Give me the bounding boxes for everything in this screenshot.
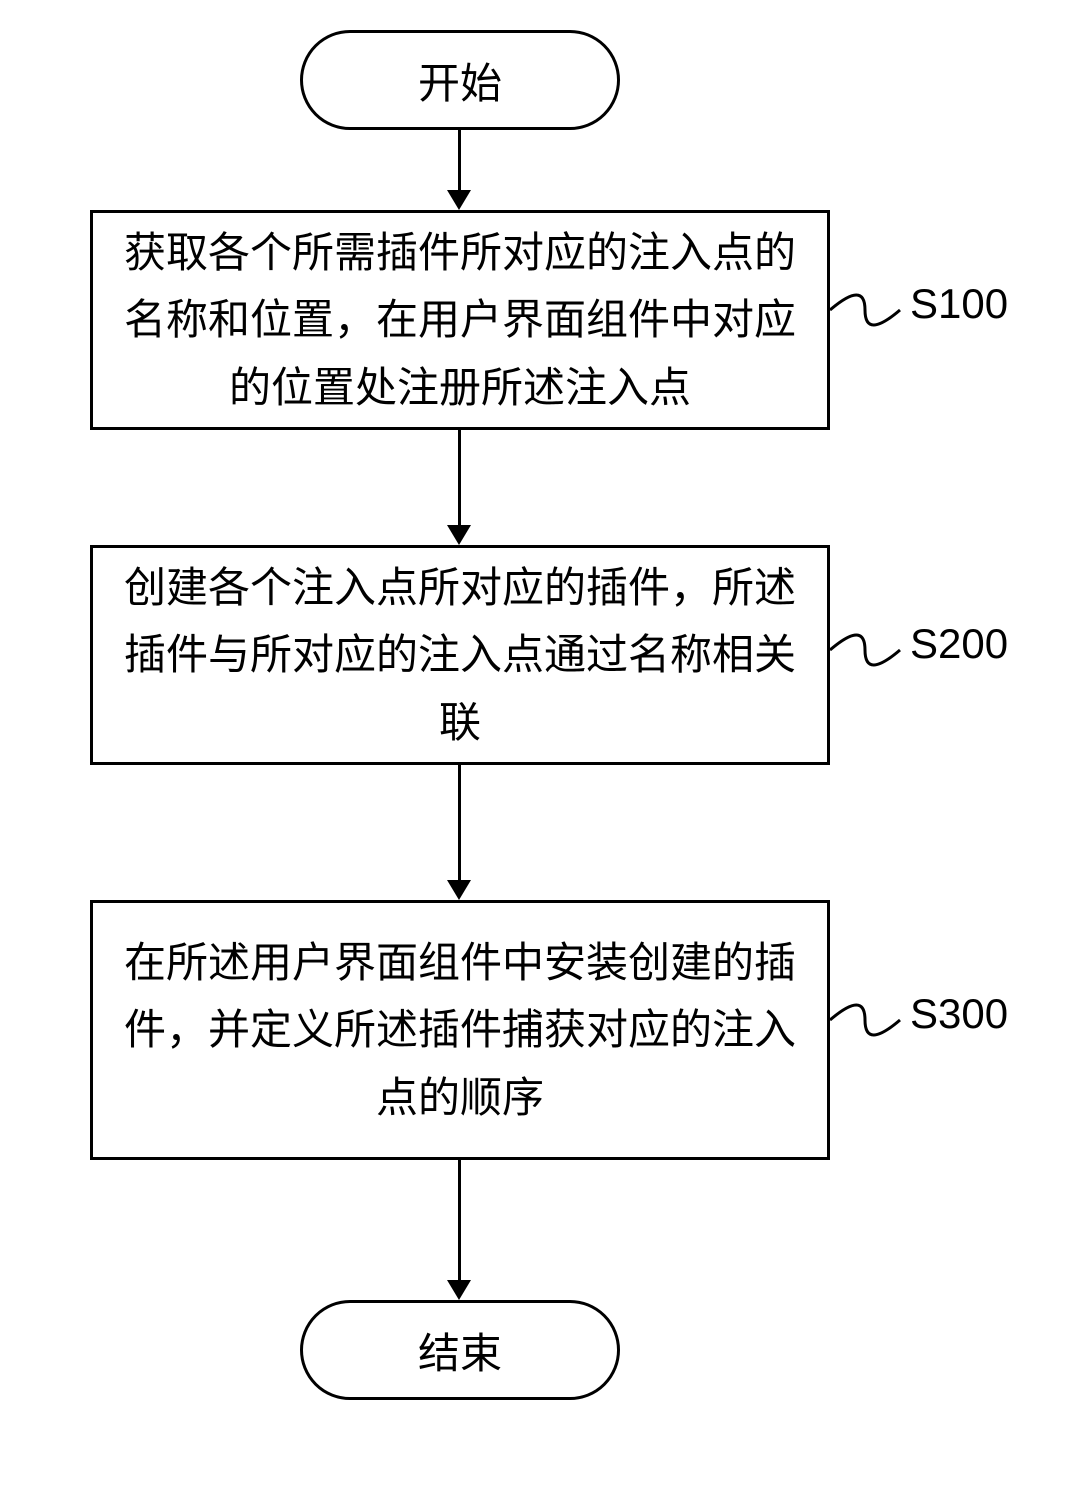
arrow-head-4: [447, 1280, 471, 1300]
connector-s300: [830, 995, 905, 1045]
step-label-s300: S300: [910, 990, 1008, 1038]
arrow-4: [458, 1160, 461, 1282]
process-s300-label: 在所述用户界面组件中安装创建的插件，并定义所述插件捕获对应的注入点的顺序: [113, 929, 807, 1131]
end-label: 结束: [418, 1320, 502, 1381]
process-s100: 获取各个所需插件所对应的注入点的名称和位置，在用户界面组件中对应的位置处注册所述…: [90, 210, 830, 430]
start-label: 开始: [418, 50, 502, 111]
step-label-s200: S200: [910, 620, 1008, 668]
end-node: 结束: [300, 1300, 620, 1400]
process-s200: 创建各个注入点所对应的插件，所述插件与所对应的注入点通过名称相关联: [90, 545, 830, 765]
arrow-3: [458, 765, 461, 882]
arrow-head-2: [447, 525, 471, 545]
connector-s100: [830, 285, 905, 335]
process-s300: 在所述用户界面组件中安装创建的插件，并定义所述插件捕获对应的注入点的顺序: [90, 900, 830, 1160]
step-label-s100: S100: [910, 280, 1008, 328]
process-s200-label: 创建各个注入点所对应的插件，所述插件与所对应的注入点通过名称相关联: [113, 554, 807, 756]
connector-s200: [830, 625, 905, 675]
process-s100-label: 获取各个所需插件所对应的注入点的名称和位置，在用户界面组件中对应的位置处注册所述…: [113, 219, 807, 421]
start-node: 开始: [300, 30, 620, 130]
arrow-2: [458, 430, 461, 527]
arrow-head-3: [447, 880, 471, 900]
arrow-1: [458, 130, 461, 192]
arrow-head-1: [447, 190, 471, 210]
